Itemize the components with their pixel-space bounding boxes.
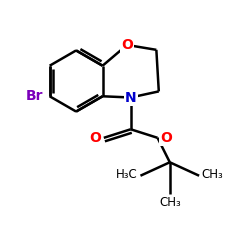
Text: O: O bbox=[160, 131, 172, 145]
Text: CH₃: CH₃ bbox=[159, 196, 181, 209]
Text: CH₃: CH₃ bbox=[202, 168, 223, 181]
Text: N: N bbox=[125, 90, 136, 104]
Text: H₃C: H₃C bbox=[116, 168, 138, 181]
Text: Br: Br bbox=[26, 89, 44, 103]
Text: O: O bbox=[90, 131, 101, 145]
Text: O: O bbox=[121, 38, 133, 52]
